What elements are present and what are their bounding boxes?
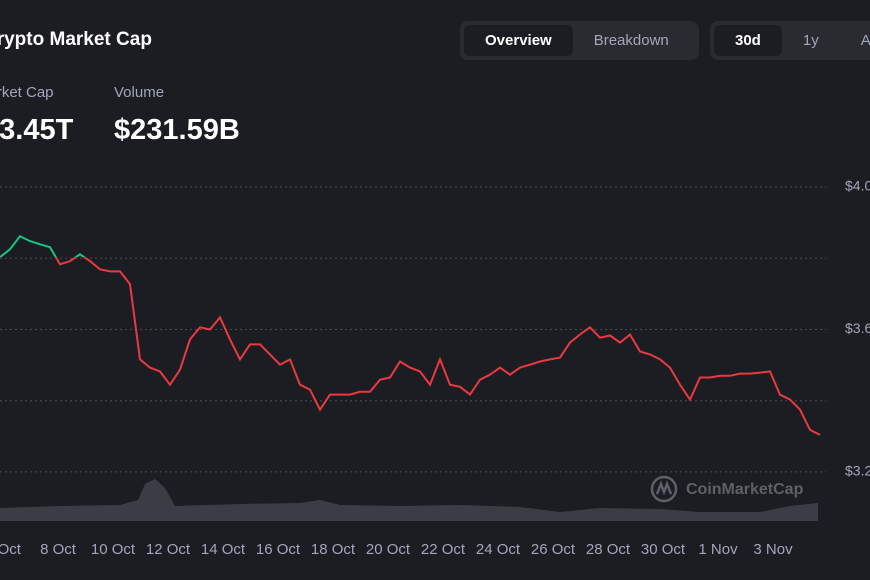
volume-area	[0, 479, 818, 521]
title: Crypto Market Cap	[0, 29, 152, 50]
watermark-text: CoinMarketCap	[686, 481, 804, 498]
stat-label: Market Cap	[0, 84, 54, 101]
range-tabs: 30d 1y All	[710, 21, 870, 60]
y-tick-label: $4.00T	[845, 178, 870, 194]
x-tick-label: 28 Oct	[586, 541, 631, 558]
line-down	[0, 257, 821, 436]
x-tick-label: 6 Oct	[0, 541, 22, 558]
stat-value: $231.59B	[114, 114, 240, 146]
tab[interactable]: 1y	[802, 32, 819, 49]
x-tick-label: 22 Oct	[421, 541, 466, 558]
x-tick-label: 26 Oct	[531, 541, 576, 558]
view-tabs: Overview Breakdown	[460, 21, 699, 60]
y-tick-label: $3.60T	[845, 320, 870, 336]
stat-label: Volume	[114, 84, 165, 101]
x-tick-label: 3 Nov	[753, 541, 793, 558]
x-tick-label: 8 Oct	[40, 541, 77, 558]
x-tick-label: 12 Oct	[146, 541, 191, 558]
logo	[650, 475, 678, 503]
logo	[655, 480, 673, 496]
watermark: CoinMarketCap	[650, 475, 804, 503]
x-tick-label: 10 Oct	[91, 541, 136, 558]
x-tick-label: 16 Oct	[256, 541, 301, 558]
tab[interactable]: All	[860, 32, 870, 49]
x-tick-label: 1 Nov	[698, 541, 738, 558]
line-up	[0, 234, 86, 258]
x-tick-label: 18 Oct	[311, 541, 356, 558]
y-tick-label: $3.20T	[845, 463, 870, 479]
stat-value: $3.45T	[0, 114, 74, 146]
tab[interactable]: Breakdown	[593, 32, 669, 49]
x-tick-label: 24 Oct	[476, 541, 521, 558]
x-tick-label: 30 Oct	[641, 541, 686, 558]
x-tick-label: 14 Oct	[201, 541, 246, 558]
x-tick-label: 20 Oct	[366, 541, 411, 558]
tab[interactable]: Overview	[464, 25, 573, 56]
tab[interactable]: 30d	[714, 25, 782, 56]
